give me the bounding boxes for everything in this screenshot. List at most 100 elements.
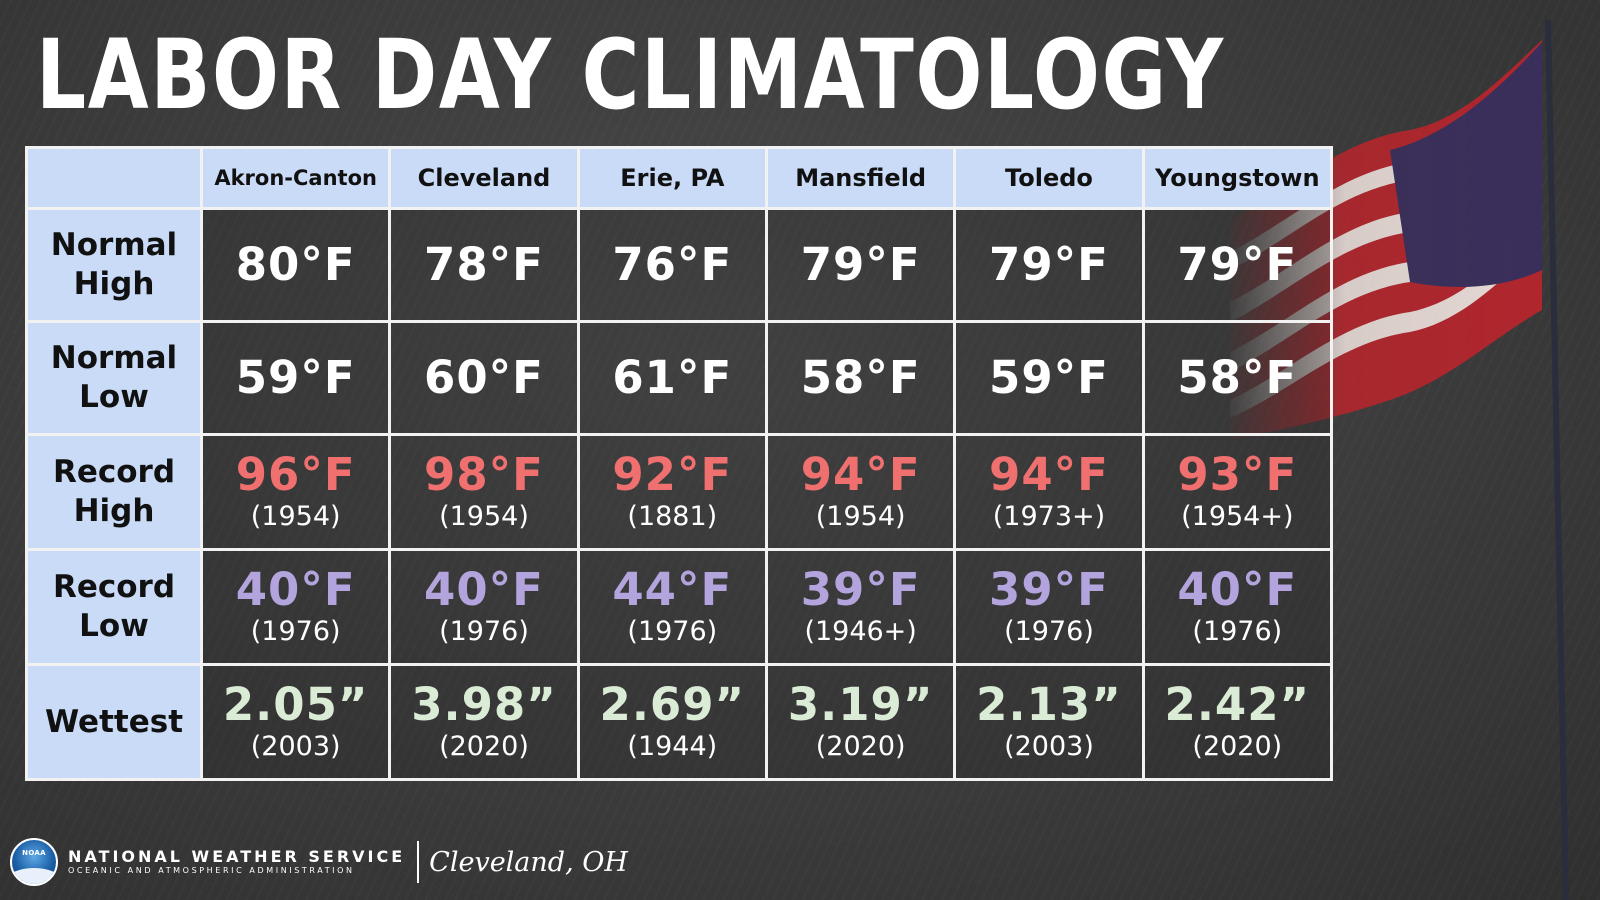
row-header-record-low: Record Low bbox=[25, 548, 203, 666]
cell-value: 61°F bbox=[612, 351, 733, 405]
table-row-normal-low: Normal Low 59°F 60°F 61°F 58°F 59°F 58°F bbox=[25, 320, 1334, 436]
table-cell: 59°F bbox=[199, 320, 392, 436]
table-cell: 92°F (1881) bbox=[576, 433, 768, 551]
cell-year: (1954) bbox=[439, 500, 529, 532]
cell-year: (2020) bbox=[439, 730, 529, 762]
cell-year: (1976) bbox=[250, 615, 341, 647]
cell-value: 3.19” bbox=[787, 678, 934, 732]
cell-value: 40°F bbox=[235, 563, 356, 617]
table-cell: 80°F bbox=[199, 207, 392, 323]
cell-value: 79°F bbox=[1177, 238, 1298, 292]
cell-year: (1881) bbox=[627, 500, 718, 532]
cell-value: 40°F bbox=[424, 563, 544, 617]
table-cell: 59°F bbox=[953, 320, 1145, 436]
table-cell: 40°F (1976) bbox=[1141, 548, 1334, 666]
table-cell: 39°F (1946+) bbox=[764, 548, 957, 666]
table-cell: 2.69” (1944) bbox=[576, 663, 768, 781]
cell-year: (1973+) bbox=[992, 500, 1106, 532]
row-header-normal-low: Normal Low bbox=[25, 320, 203, 436]
table-cell: 58°F bbox=[1141, 320, 1334, 436]
cell-year: (1976) bbox=[1192, 615, 1283, 647]
cell-value: 80°F bbox=[235, 238, 356, 292]
cell-value: 2.69” bbox=[599, 678, 746, 732]
table-row-normal-high: Normal High 80°F 78°F 76°F 79°F 79°F 79°… bbox=[25, 207, 1334, 323]
cell-value: 58°F bbox=[800, 351, 921, 405]
noaa-logo-text: NOAA bbox=[22, 849, 46, 857]
office-name: Cleveland, OH bbox=[429, 846, 628, 878]
column-header-erie: Erie, PA bbox=[576, 146, 768, 210]
column-header-akron-canton: Akron-Canton bbox=[199, 146, 392, 210]
column-header-youngstown: Youngstown bbox=[1141, 146, 1334, 210]
page-title: LABOR DAY CLIMATOLOGY bbox=[36, 19, 1225, 131]
table-row-wettest: Wettest 2.05” (2003) 3.98” (2020) 2.69” (19… bbox=[25, 663, 1334, 781]
table-cell: 40°F (1976) bbox=[388, 548, 580, 666]
cell-value: 39°F bbox=[989, 563, 1109, 617]
cell-year: (1944) bbox=[627, 730, 718, 762]
climatology-table: Akron-Canton Cleveland Erie, PA Mansfiel… bbox=[25, 146, 1334, 781]
cell-value: 96°F bbox=[235, 448, 356, 502]
cell-year: (2003) bbox=[250, 730, 341, 762]
table-cell: 2.05” (2003) bbox=[199, 663, 392, 781]
row-header-wettest: Wettest bbox=[25, 663, 203, 781]
table-cell: 61°F bbox=[576, 320, 768, 436]
cell-value: 59°F bbox=[989, 351, 1109, 405]
table-cell: 94°F (1973+) bbox=[953, 433, 1145, 551]
table-cell: 44°F (1976) bbox=[576, 548, 768, 666]
column-header-cleveland: Cleveland bbox=[388, 146, 580, 210]
noaa-logo-wave bbox=[12, 868, 56, 884]
column-header-toledo: Toledo bbox=[953, 146, 1145, 210]
cell-year: (1954) bbox=[815, 500, 906, 532]
cell-year: (1946+) bbox=[804, 615, 917, 647]
footer-branding: NOAA NATIONAL WEATHER SERVICE OCEANIC AN… bbox=[10, 838, 628, 886]
agency-name-block: NATIONAL WEATHER SERVICE OCEANIC AND ATM… bbox=[68, 847, 406, 876]
row-header-record-high: Record High bbox=[25, 433, 203, 551]
cell-value: 79°F bbox=[989, 238, 1109, 292]
table-cell: 79°F bbox=[1141, 207, 1334, 323]
cell-year: (1976) bbox=[439, 615, 529, 647]
noaa-logo-icon: NOAA bbox=[10, 838, 58, 886]
table-cell: 2.13” (2003) bbox=[953, 663, 1145, 781]
table-cell: 98°F (1954) bbox=[388, 433, 580, 551]
table-cell: 94°F (1954) bbox=[764, 433, 957, 551]
table-cell: 3.98” (2020) bbox=[388, 663, 580, 781]
table-cell: 40°F (1976) bbox=[199, 548, 392, 666]
cell-value: 94°F bbox=[989, 448, 1109, 502]
agency-name: NATIONAL WEATHER SERVICE bbox=[68, 847, 406, 866]
table-row-record-high: Record High 96°F (1954) 98°F (1954) 92°F (1… bbox=[25, 433, 1334, 551]
table-cell: 76°F bbox=[576, 207, 768, 323]
table-cell: 2.42” (2020) bbox=[1141, 663, 1334, 781]
cell-value: 44°F bbox=[612, 563, 733, 617]
cell-value: 76°F bbox=[612, 238, 733, 292]
table-cell: 79°F bbox=[764, 207, 957, 323]
cell-value: 59°F bbox=[235, 351, 356, 405]
cell-year: (2020) bbox=[1192, 730, 1283, 762]
cell-value: 94°F bbox=[800, 448, 921, 502]
agency-subtitle: OCEANIC AND ATMOSPHERIC ADMINISTRATION bbox=[68, 866, 355, 876]
cell-value: 2.05” bbox=[222, 678, 369, 732]
table-header-row: Akron-Canton Cleveland Erie, PA Mansfiel… bbox=[25, 146, 1334, 210]
table-cell: 96°F (1954) bbox=[199, 433, 392, 551]
cell-value: 3.98” bbox=[411, 678, 557, 732]
footer-divider bbox=[417, 841, 420, 883]
table-cell: 58°F bbox=[764, 320, 957, 436]
table-row-record-low: Record Low 40°F (1976) 40°F (1976) 44°F (19… bbox=[25, 548, 1334, 666]
cell-value: 93°F bbox=[1177, 448, 1298, 502]
table-cell: 79°F bbox=[953, 207, 1145, 323]
cell-value: 58°F bbox=[1177, 351, 1298, 405]
cell-value: 40°F bbox=[1177, 563, 1298, 617]
row-header-normal-high: Normal High bbox=[25, 207, 203, 323]
cell-value: 39°F bbox=[800, 563, 921, 617]
table-cell: 93°F (1954+) bbox=[1141, 433, 1334, 551]
cell-year: (2003) bbox=[1004, 730, 1094, 762]
cell-value: 92°F bbox=[612, 448, 733, 502]
cell-value: 79°F bbox=[800, 238, 921, 292]
cell-year: (1954+) bbox=[1181, 500, 1294, 532]
cell-year: (1954) bbox=[250, 500, 341, 532]
cell-value: 98°F bbox=[424, 448, 544, 502]
table-corner-cell bbox=[25, 146, 203, 210]
column-header-mansfield: Mansfield bbox=[764, 146, 957, 210]
cell-value: 2.42” bbox=[1164, 678, 1311, 732]
table-cell: 78°F bbox=[388, 207, 580, 323]
table-cell: 3.19” (2020) bbox=[764, 663, 957, 781]
cell-value: 60°F bbox=[424, 351, 544, 405]
